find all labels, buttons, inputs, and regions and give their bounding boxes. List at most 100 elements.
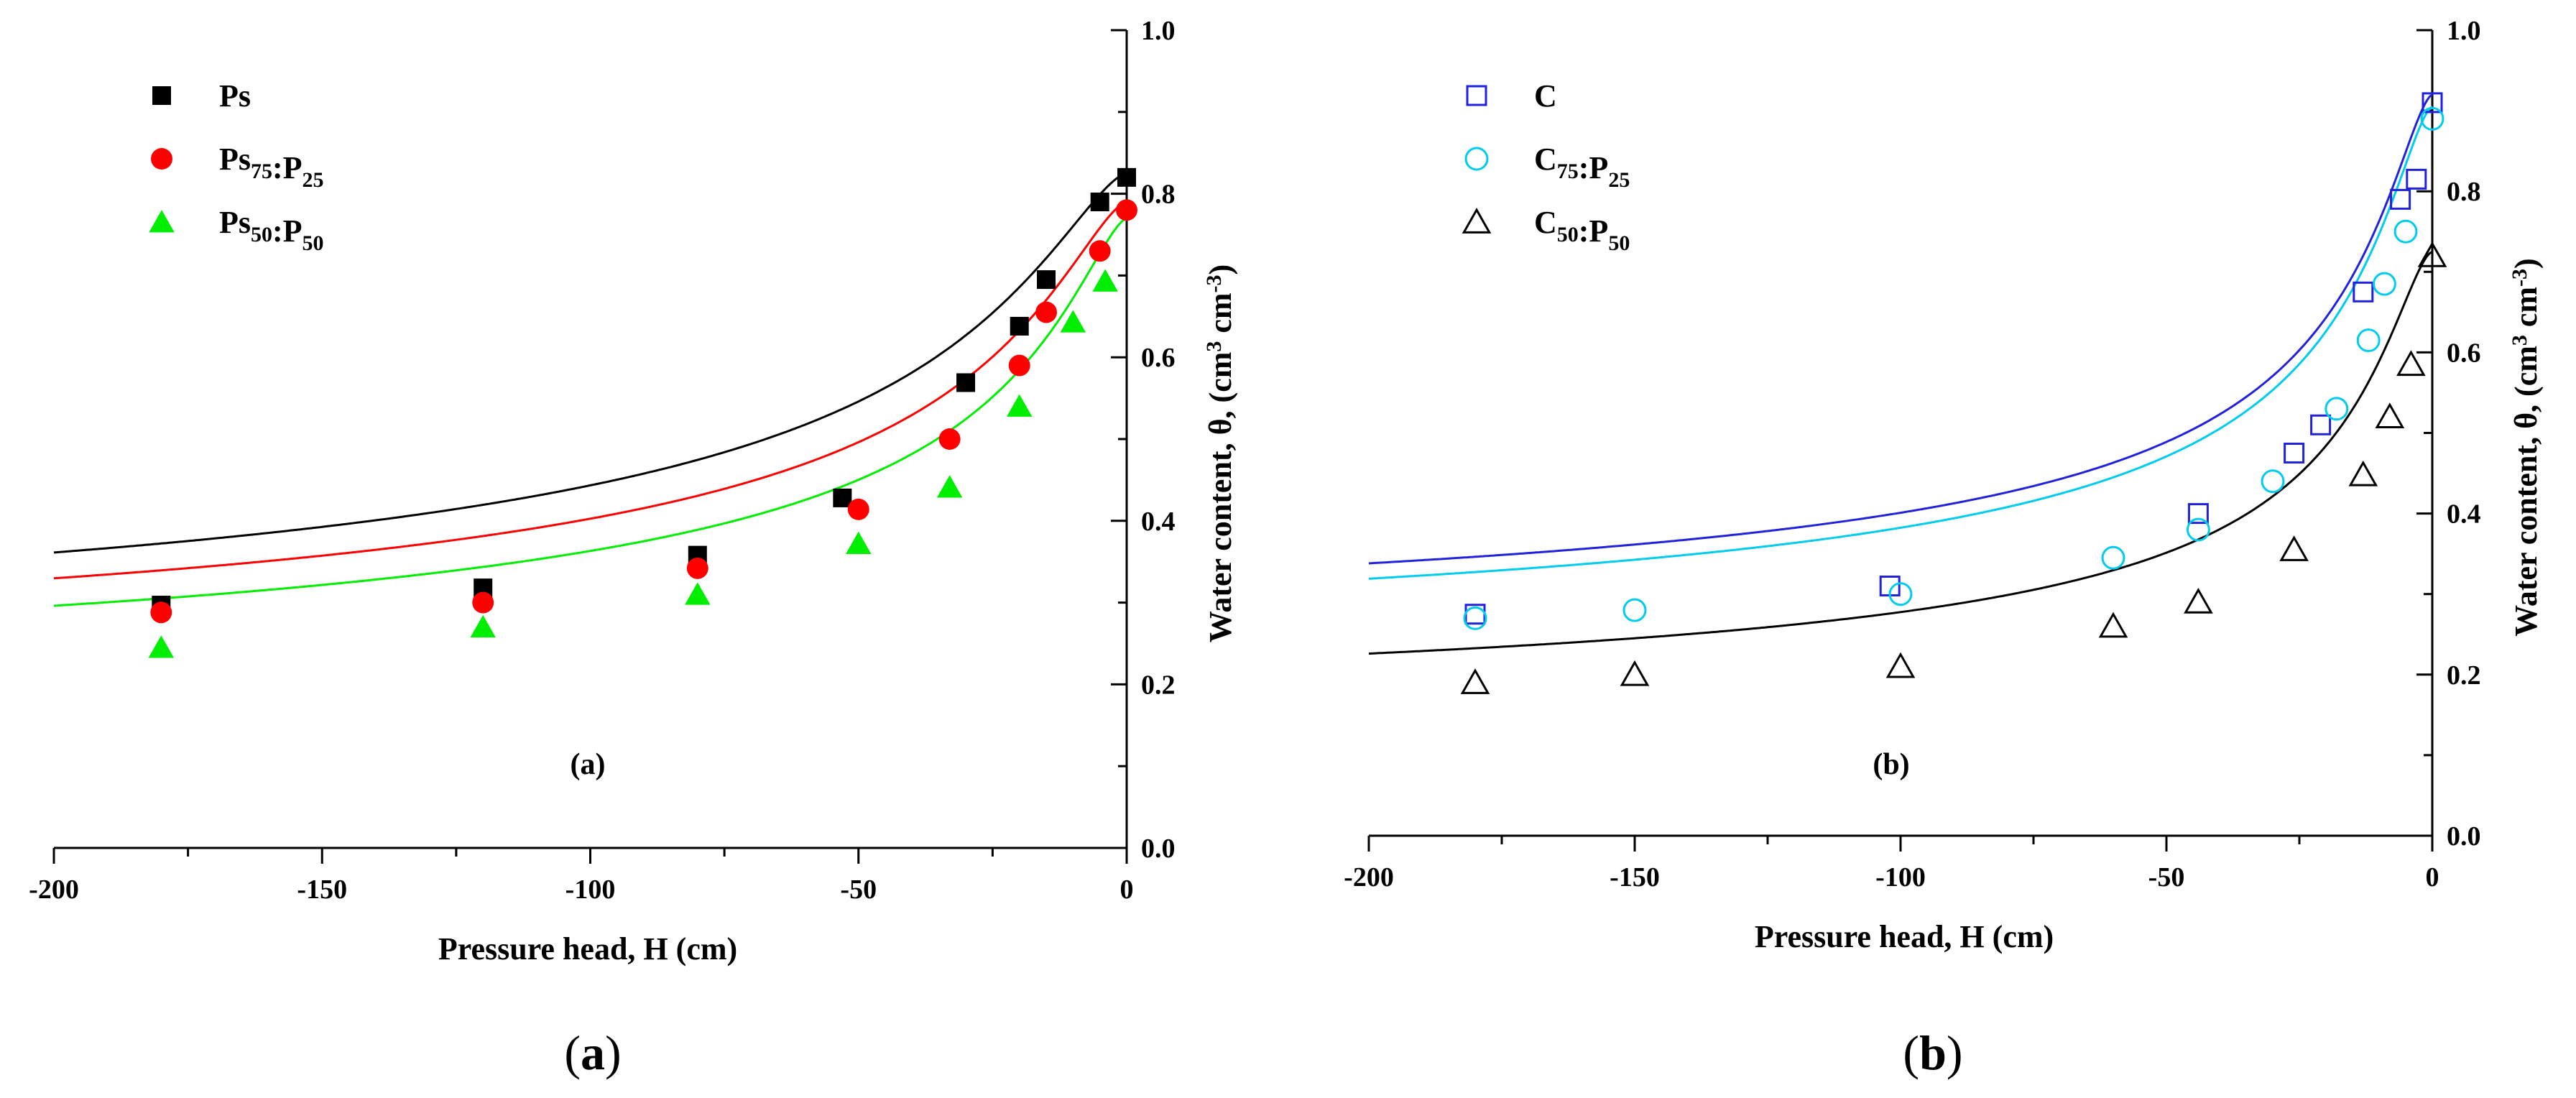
data-point-c50-p50 <box>2396 350 2426 377</box>
data-point-c50-p50 <box>2417 241 2447 267</box>
fit-curve-c50-p50 <box>1368 251 2433 655</box>
y-axis-title-part: -3 <box>1202 274 1226 292</box>
data-point-ps75-p25 <box>1116 199 1137 221</box>
data-point-c50-p50 <box>2279 535 2309 561</box>
y-tick-label: 0.4 <box>1141 507 1176 537</box>
x-tick-label: 0 <box>2426 862 2439 892</box>
data-point-ps75-p25 <box>1089 240 1111 262</box>
caption-paren: ) <box>605 1025 622 1080</box>
legend-subscript: 50 <box>1608 231 1630 255</box>
y-axis-title-part: ) <box>2508 258 2544 269</box>
y-tick-label: 0.2 <box>1141 670 1176 700</box>
y-axis-title: Water content, θ, (cm3 cm-3) <box>2508 258 2544 636</box>
y-tick-label: 0.8 <box>2447 177 2481 207</box>
data-point-ps75-p25 <box>150 601 172 624</box>
y-tick-label: 1.0 <box>2447 16 2481 46</box>
legend-label: C50:P50 <box>1534 205 1630 255</box>
legend-subscript: 50 <box>251 223 272 246</box>
panel-a-chart: -200 -150 -100 -50 00.00.20.40.60.81.0PsPs75… <box>29 16 1238 1080</box>
data-point-c75-p25 <box>2420 106 2445 131</box>
data-point-c <box>2353 281 2374 303</box>
legend-text-part: C <box>1534 142 1557 177</box>
legend-label: Ps <box>219 78 251 114</box>
data-point-c75-p25 <box>2356 328 2381 353</box>
y-tick-label: 0.4 <box>2447 499 2481 530</box>
data-point-ps <box>1117 167 1136 187</box>
x-tick-label: -50 <box>840 875 877 905</box>
legend-subscript: 25 <box>1608 168 1630 192</box>
legend-label: C75:P25 <box>1534 142 1630 192</box>
y-tick-label: 0.0 <box>2447 821 2481 852</box>
panel-tag: (b) <box>1873 748 1909 781</box>
y-axis-title-part: ) <box>1203 264 1238 275</box>
data-point-ps75-p25 <box>472 591 494 614</box>
legend-subscript: 75 <box>251 160 272 183</box>
data-point-c50-p50 <box>1885 652 1916 678</box>
data-point-ps50-p50 <box>1060 310 1086 333</box>
y-axis-title-part: Water content, θ, (cm <box>2508 346 2544 637</box>
panel-caption: (b) <box>1903 1025 1962 1080</box>
legend-marker <box>1464 147 1489 171</box>
y-axis-title-part: 3 <box>2508 335 2531 346</box>
y-tick-label: 0.8 <box>1141 180 1176 210</box>
y-tick-label: 0.6 <box>1141 343 1176 373</box>
data-point-c75-p25 <box>2261 469 2285 494</box>
legend-subscript: 75 <box>1557 160 1579 183</box>
data-point-ps <box>833 488 852 507</box>
data-point-c50-p50 <box>2098 612 2128 638</box>
data-point-c75-p25 <box>2372 272 2396 296</box>
caption-paren: ( <box>564 1025 581 1080</box>
legend-subscript: 50 <box>1557 223 1579 246</box>
data-point-ps50-p50 <box>936 475 963 498</box>
legend-text-part: C <box>1534 78 1557 114</box>
legend-subscript: 25 <box>303 168 324 192</box>
y-axis-title-part: cm <box>1203 292 1238 341</box>
fit-curve-c75-p25 <box>1368 106 2433 580</box>
legend-subscript: 50 <box>303 231 324 255</box>
data-point-ps50-p50 <box>846 531 872 555</box>
data-point-c75-p25 <box>2186 517 2210 542</box>
y-axis-title: Water content, θ, (cm3 cm-3) <box>1202 264 1238 642</box>
y-tick-label: 0.6 <box>2447 338 2481 368</box>
fit-curve-ps <box>53 172 1127 554</box>
data-point-c75-p25 <box>2325 397 2349 421</box>
panel-b-chart: -200 -150 -100 -50 00.00.20.40.60.81.0CC75:P… <box>1344 16 2544 1080</box>
data-point-c <box>2390 188 2411 210</box>
legend-marker <box>151 148 172 170</box>
data-point-ps50-p50 <box>1006 394 1033 417</box>
data-point-ps75-p25 <box>686 557 708 579</box>
data-point-c75-p25 <box>2101 545 2125 570</box>
data-point-c <box>2406 168 2427 190</box>
x-tick-label: -100 <box>1875 862 1926 892</box>
y-axis-title-part: cm <box>2508 287 2544 335</box>
fit-curve-ps50-p50 <box>53 217 1127 607</box>
x-tick-label: -50 <box>2148 862 2185 892</box>
data-point-ps75-p25 <box>847 498 869 520</box>
legend-text-part: Ps <box>219 142 251 177</box>
y-tick-label: 0.0 <box>1141 834 1176 864</box>
y-axis-title-part: Water content, θ, (cm <box>1203 352 1238 643</box>
data-point-ps75-p25 <box>1035 301 1057 323</box>
x-tick-label: -150 <box>297 875 347 905</box>
caption-paren: ) <box>1947 1025 1963 1080</box>
data-point-c50-p50 <box>1620 660 1650 686</box>
data-point-c <box>2187 503 2209 525</box>
data-point-ps75-p25 <box>1008 354 1030 377</box>
data-point-ps50-p50 <box>685 582 711 605</box>
x-tick-label: -100 <box>565 875 616 905</box>
data-point-ps50-p50 <box>148 635 175 658</box>
data-point-c75-p25 <box>1622 598 1647 622</box>
legend-text-part: :P <box>272 213 303 249</box>
legend-label: C <box>1534 78 1557 114</box>
data-point-c75-p25 <box>1463 606 1487 630</box>
legend-marker <box>1466 85 1487 106</box>
caption-paren: ( <box>1903 1025 1919 1080</box>
legend-text-part: :P <box>1579 150 1609 185</box>
data-point-c50-p50 <box>2184 587 2213 614</box>
x-tick-label: -200 <box>29 875 79 905</box>
data-point-c75-p25 <box>2393 219 2418 244</box>
fit-curve-ps75-p25 <box>53 200 1127 580</box>
legend-text-part: Ps <box>219 205 251 240</box>
data-point-ps <box>1037 270 1056 290</box>
